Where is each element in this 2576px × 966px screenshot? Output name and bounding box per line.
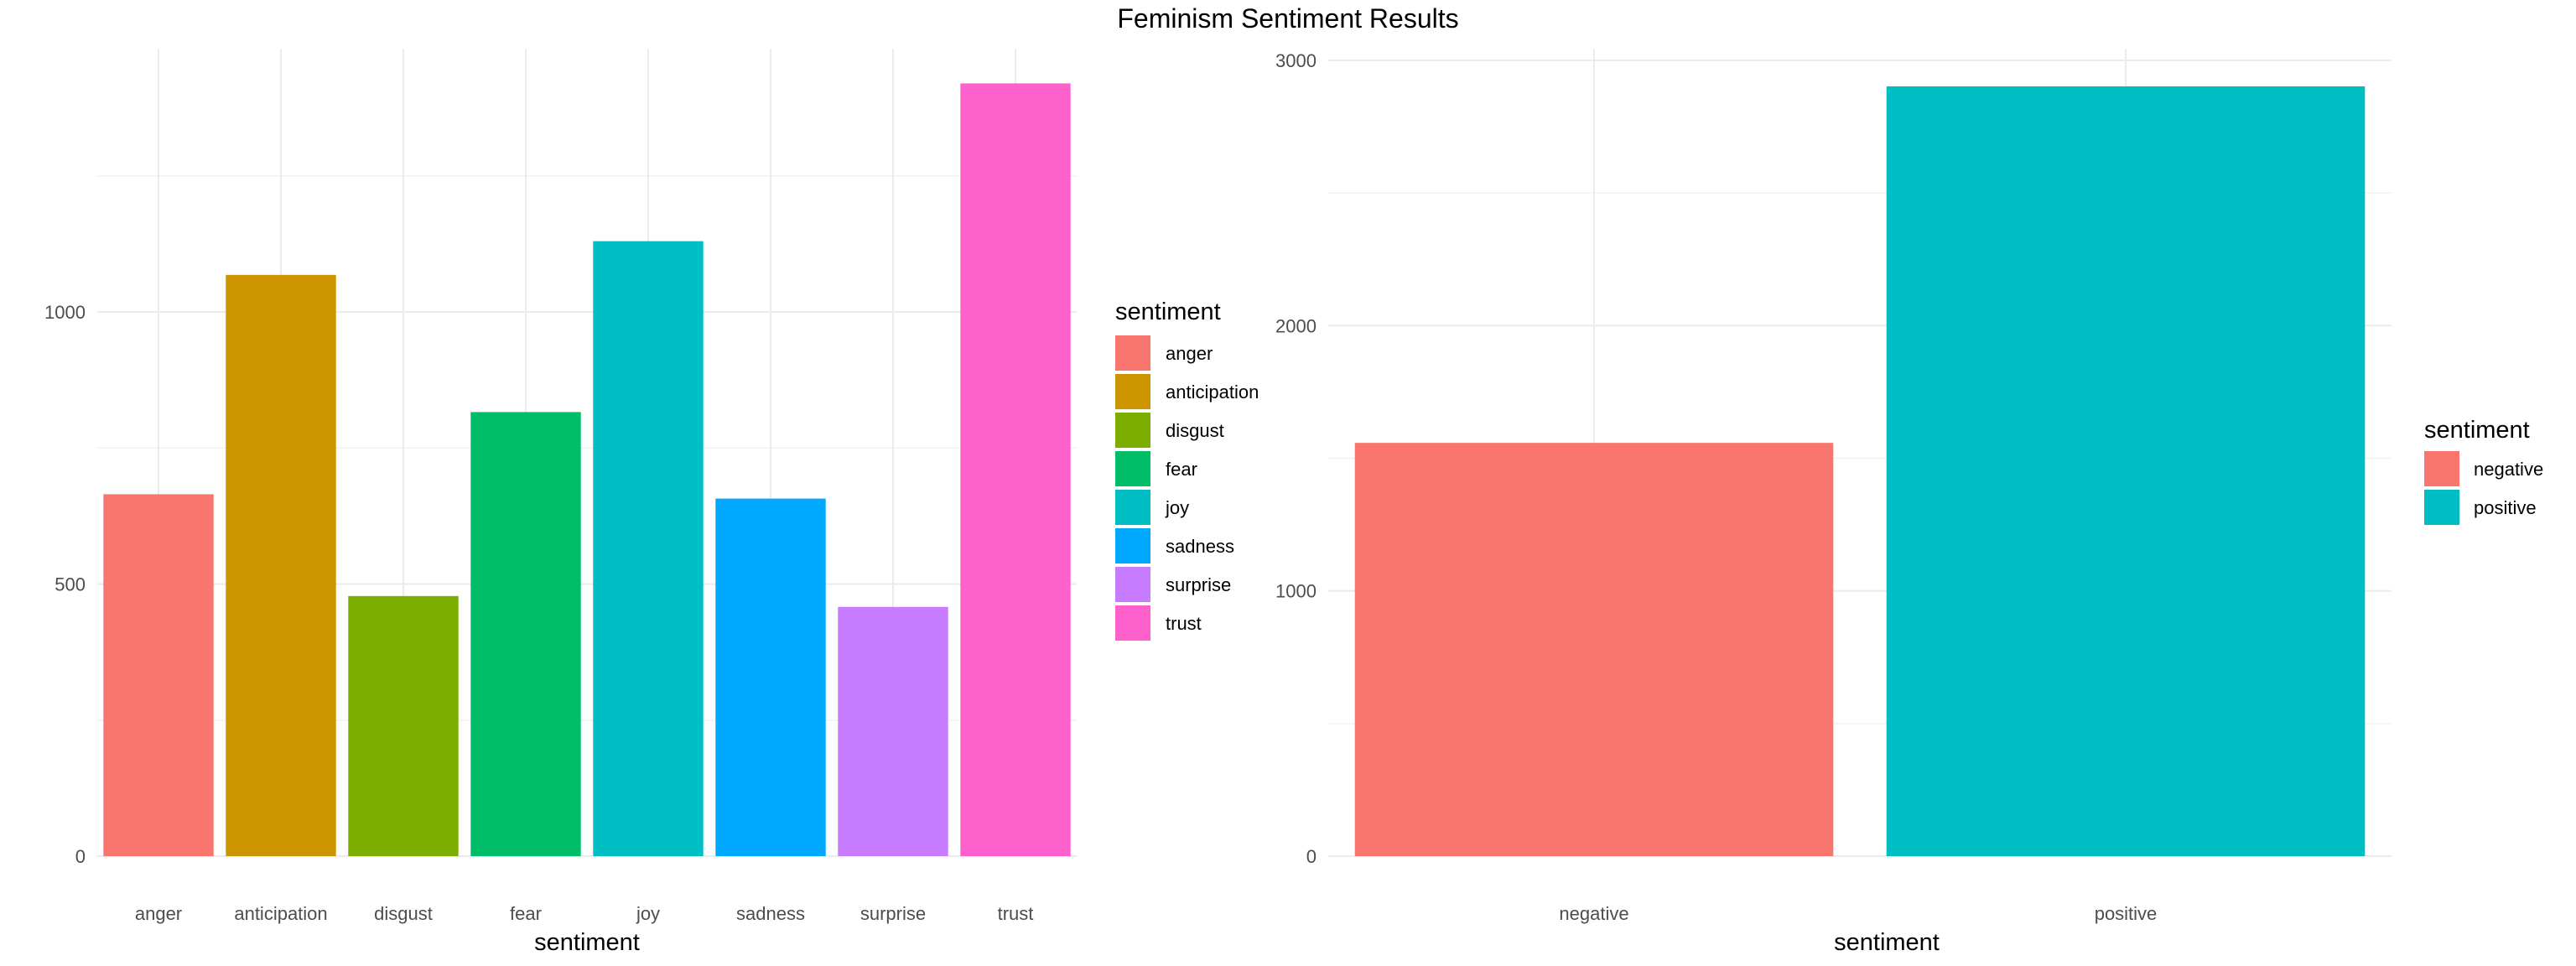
x-axis-title: sentiment bbox=[1834, 929, 1940, 956]
legend-label-negative: negative bbox=[2474, 459, 2543, 480]
y-tick-label: 2000 bbox=[1275, 315, 1317, 336]
bar-anticipation bbox=[226, 274, 336, 856]
polarity-bar-chart: 0 1000 2000 3000 negative positive sentiment se… bbox=[1275, 49, 2543, 956]
x-tick-label: disgust bbox=[374, 903, 433, 924]
bar-anger bbox=[103, 494, 214, 856]
legend-label-sadness: sadness bbox=[1166, 536, 1234, 557]
legend-label-anticipation: anticipation bbox=[1166, 382, 1259, 402]
bar-joy bbox=[593, 241, 704, 856]
legend-label-fear: fear bbox=[1166, 459, 1197, 480]
bar-disgust bbox=[348, 595, 459, 856]
x-tick-label: joy bbox=[636, 903, 660, 924]
x-axis-title: sentiment bbox=[534, 929, 640, 956]
y-tick-label: 0 bbox=[75, 846, 86, 867]
x-tick-label: surprise bbox=[860, 903, 926, 924]
x-tick-label: anger bbox=[135, 903, 182, 924]
legend-swatch-surprise bbox=[1115, 567, 1150, 602]
legend-label-disgust: disgust bbox=[1166, 420, 1224, 441]
legend-swatch-trust bbox=[1115, 605, 1150, 641]
bar-sadness bbox=[715, 498, 826, 856]
legend-label-anger: anger bbox=[1166, 343, 1213, 364]
legend-title: sentiment bbox=[1115, 299, 1221, 325]
y-tick-label: 500 bbox=[55, 574, 86, 595]
x-tick-label: negative bbox=[1559, 903, 1628, 924]
figure-title: Feminism Sentiment Results bbox=[1117, 3, 1459, 34]
x-tick-label: positive bbox=[2095, 903, 2158, 924]
legend-swatch-anticipation bbox=[1115, 374, 1150, 409]
bar-negative bbox=[1354, 443, 1834, 856]
bar-trust bbox=[960, 83, 1071, 857]
legend-swatch-positive bbox=[2424, 490, 2459, 525]
y-tick-label: 0 bbox=[1306, 846, 1317, 867]
emotion-bar-chart: 0 500 1000 anger anticipation disgust fear joy s… bbox=[44, 49, 1259, 956]
y-tick-label: 1000 bbox=[1275, 581, 1317, 602]
legend-label-surprise: surprise bbox=[1166, 574, 1231, 595]
legend-swatch-sadness bbox=[1115, 528, 1150, 564]
legend-swatch-disgust bbox=[1115, 413, 1150, 448]
bar-fear bbox=[470, 412, 581, 856]
x-tick-label: anticipation bbox=[234, 903, 327, 924]
legend-swatch-anger bbox=[1115, 335, 1150, 371]
legend-swatch-joy bbox=[1115, 490, 1150, 525]
y-tick-label: 1000 bbox=[44, 302, 86, 323]
legend-title: sentiment bbox=[2424, 417, 2530, 444]
legend-swatch-fear bbox=[1115, 451, 1150, 486]
legend-label-positive: positive bbox=[2474, 497, 2537, 518]
bar-positive bbox=[1886, 86, 2366, 856]
bar-surprise bbox=[838, 606, 948, 856]
legend-label-trust: trust bbox=[1166, 613, 1202, 634]
x-tick-label: sadness bbox=[736, 903, 805, 924]
legend-label-joy: joy bbox=[1165, 497, 1189, 518]
legend-swatch-negative bbox=[2424, 451, 2459, 486]
x-tick-label: trust bbox=[998, 903, 1034, 924]
y-tick-label: 3000 bbox=[1275, 50, 1317, 71]
x-tick-label: fear bbox=[510, 903, 542, 924]
